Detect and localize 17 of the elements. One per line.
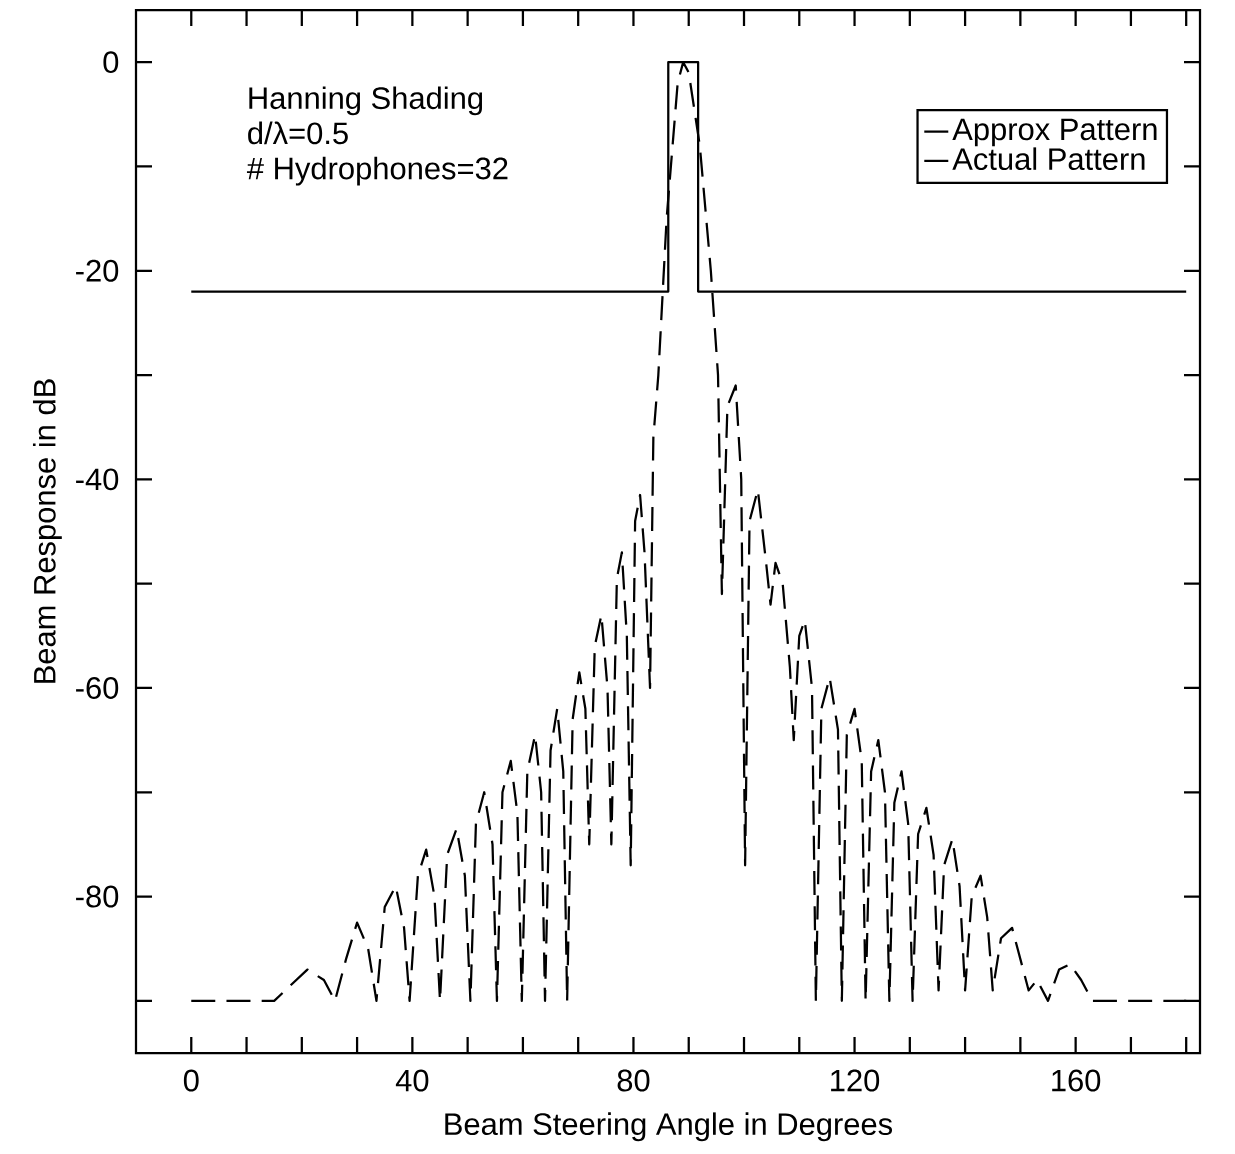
x-tick-label: 120	[831, 1069, 880, 1092]
x-tick-label: 80	[617, 1069, 650, 1092]
x-axis-title: Beam Steering Angle in Degrees	[445, 1112, 893, 1142]
y-tick-label: 0	[103, 51, 119, 74]
annotation: Hanning Shading	[249, 86, 483, 116]
y-tick-label: -20	[76, 259, 119, 282]
legend-label: Actual Pattern	[952, 147, 1145, 171]
y-axis-title: Beam Response in dB	[32, 379, 62, 683]
y-tick-label: -40	[76, 468, 119, 491]
y-tick-label: -60	[76, 676, 119, 699]
x-tick-label: 0	[183, 1069, 199, 1092]
legend-label: Approx Pattern	[952, 118, 1157, 147]
x-tick-label: 40	[395, 1069, 429, 1092]
x-tick-label: 160	[1052, 1069, 1101, 1092]
annotation: # Hydrophones=32	[246, 156, 508, 186]
annotation: d/λ=0.5	[248, 121, 348, 145]
y-tick-label: -80	[76, 885, 119, 908]
